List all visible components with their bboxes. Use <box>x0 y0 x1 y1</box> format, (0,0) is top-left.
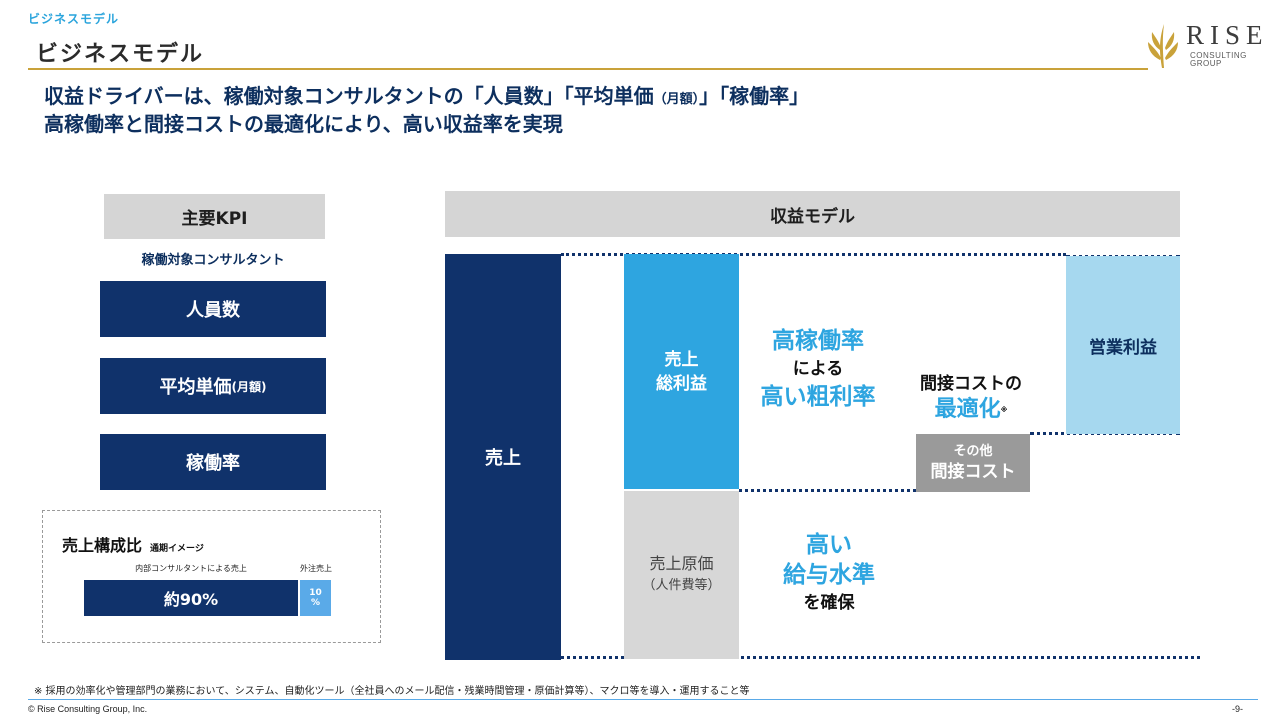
page-number: -9- <box>1232 704 1243 714</box>
copyright: © Rise Consulting Group, Inc. <box>28 704 148 714</box>
sales-composition-title: 売上構成比 通期イメージ <box>62 536 204 555</box>
cost-of-sales-block: 売上原価 （人件費等） <box>624 491 739 659</box>
indirect-cost-block: その他 間接コスト <box>916 434 1030 492</box>
external-sales-label: 外注売上 <box>300 564 332 573</box>
footer-divider <box>28 699 1258 700</box>
headline: 収益ドライバーは、稼働対象コンサルタントの「人員数」「平均単価（月額）」「稼働率… <box>44 84 809 136</box>
logo-wordmark: RISE <box>1186 20 1269 50</box>
revenue-model-heading: 収益モデル <box>445 191 1180 237</box>
sales-composition-panel <box>42 510 381 643</box>
kpi-utilization: 稼働率 <box>100 434 326 490</box>
internal-sales-label: 内部コンサルタントによる売上 <box>135 564 247 573</box>
headline-line-2: 高稼働率と間接コストの最適化により、高い収益率を実現 <box>44 112 563 136</box>
kpi-subtitle: 稼働対象コンサルタント <box>141 253 285 268</box>
gross-profit-block: 売上 総利益 <box>624 254 739 489</box>
high-wage-text: 高い 給与水準 を確保 <box>783 532 875 613</box>
cost-optimization-text: 間接コストの 最適化※ <box>920 374 1022 422</box>
breadcrumb: ビジネスモデル <box>28 12 120 26</box>
page-title: ビジネスモデル <box>36 42 205 67</box>
headline-line-1: 収益ドライバーは、稼働対象コンサルタントの「人員数」「平均単価（月額）」「稼働率… <box>44 84 810 108</box>
operating-profit-block: 営業利益 <box>1066 256 1180 434</box>
high-utilization-text: 高稼働率 による 高い粗利率 <box>760 328 876 410</box>
top-dotted-line <box>561 253 1066 256</box>
external-sales-bar: 10% <box>300 580 331 616</box>
logo-subtitle: CONSULTING GROUP <box>1190 51 1247 68</box>
laurel-logo-icon <box>1148 24 1178 68</box>
kpi-headcount: 人員数 <box>100 281 326 337</box>
gross-profit-dotted-line <box>739 489 916 492</box>
internal-sales-bar: 約90% <box>84 580 298 616</box>
footnote: ※ 採用の効率化や管理部門の業務において、システム、自動化ツール（全社員へのメー… <box>34 686 750 697</box>
kpi-heading: 主要KPI <box>104 194 325 239</box>
kpi-average-price: 平均単価 (月額) <box>100 358 326 414</box>
sales-block: 売上 <box>445 254 561 660</box>
company-logo: RISE CONSULTING GROUP <box>1146 20 1266 74</box>
bottom-dotted-line <box>561 656 1200 659</box>
header-divider <box>28 68 1148 70</box>
